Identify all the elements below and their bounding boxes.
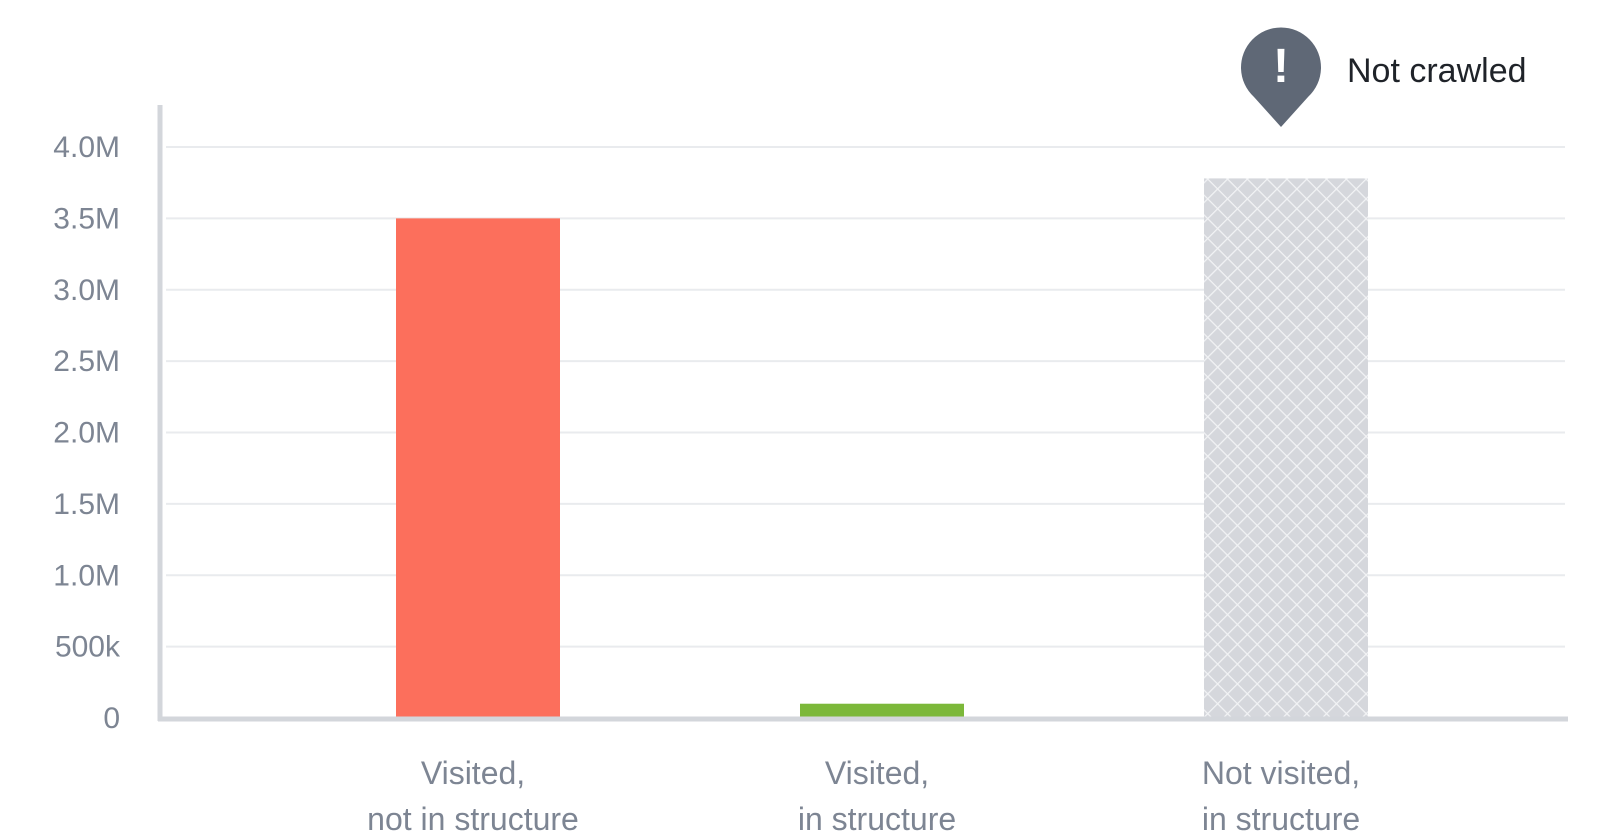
annotation-label: Not crawled bbox=[1347, 52, 1527, 90]
axes bbox=[157, 105, 1568, 722]
exclamation-pin-icon: ! bbox=[1241, 27, 1322, 127]
category-label: in structure bbox=[798, 801, 956, 837]
category-label: Visited, bbox=[421, 755, 525, 791]
y-tick-label: 500k bbox=[55, 631, 121, 664]
bar bbox=[800, 703, 964, 718]
category-label: not in structure bbox=[367, 801, 579, 837]
not-crawled-annotation: ! Not crawled bbox=[1241, 27, 1527, 127]
y-tick-label: 2.0M bbox=[53, 417, 120, 450]
category-label: Visited, bbox=[825, 755, 929, 791]
exclamation-mark: ! bbox=[1273, 40, 1289, 93]
y-tick-label: 3.5M bbox=[53, 202, 120, 235]
y-tick-label: 0 bbox=[103, 702, 120, 735]
y-tick-label: 4.0M bbox=[53, 131, 120, 164]
y-tick-label: 1.0M bbox=[53, 559, 120, 592]
y-tick-label: 3.0M bbox=[53, 274, 120, 307]
bar bbox=[1204, 178, 1368, 718]
category-label: in structure bbox=[1202, 801, 1360, 837]
y-axis-tick-labels: 0 500k 1.0M 1.5M 2.0M 2.5M 3.0M 3.5M 4.0M bbox=[53, 131, 121, 735]
y-tick-label: 2.5M bbox=[53, 345, 120, 378]
pin-shape bbox=[1241, 27, 1322, 127]
bar bbox=[396, 218, 560, 718]
x-axis-category-labels: Visited, not in structure Visited, in struc… bbox=[367, 755, 1360, 837]
y-tick-label: 1.5M bbox=[53, 488, 120, 521]
category-label: Not visited, bbox=[1202, 755, 1360, 791]
bars bbox=[396, 178, 1368, 718]
